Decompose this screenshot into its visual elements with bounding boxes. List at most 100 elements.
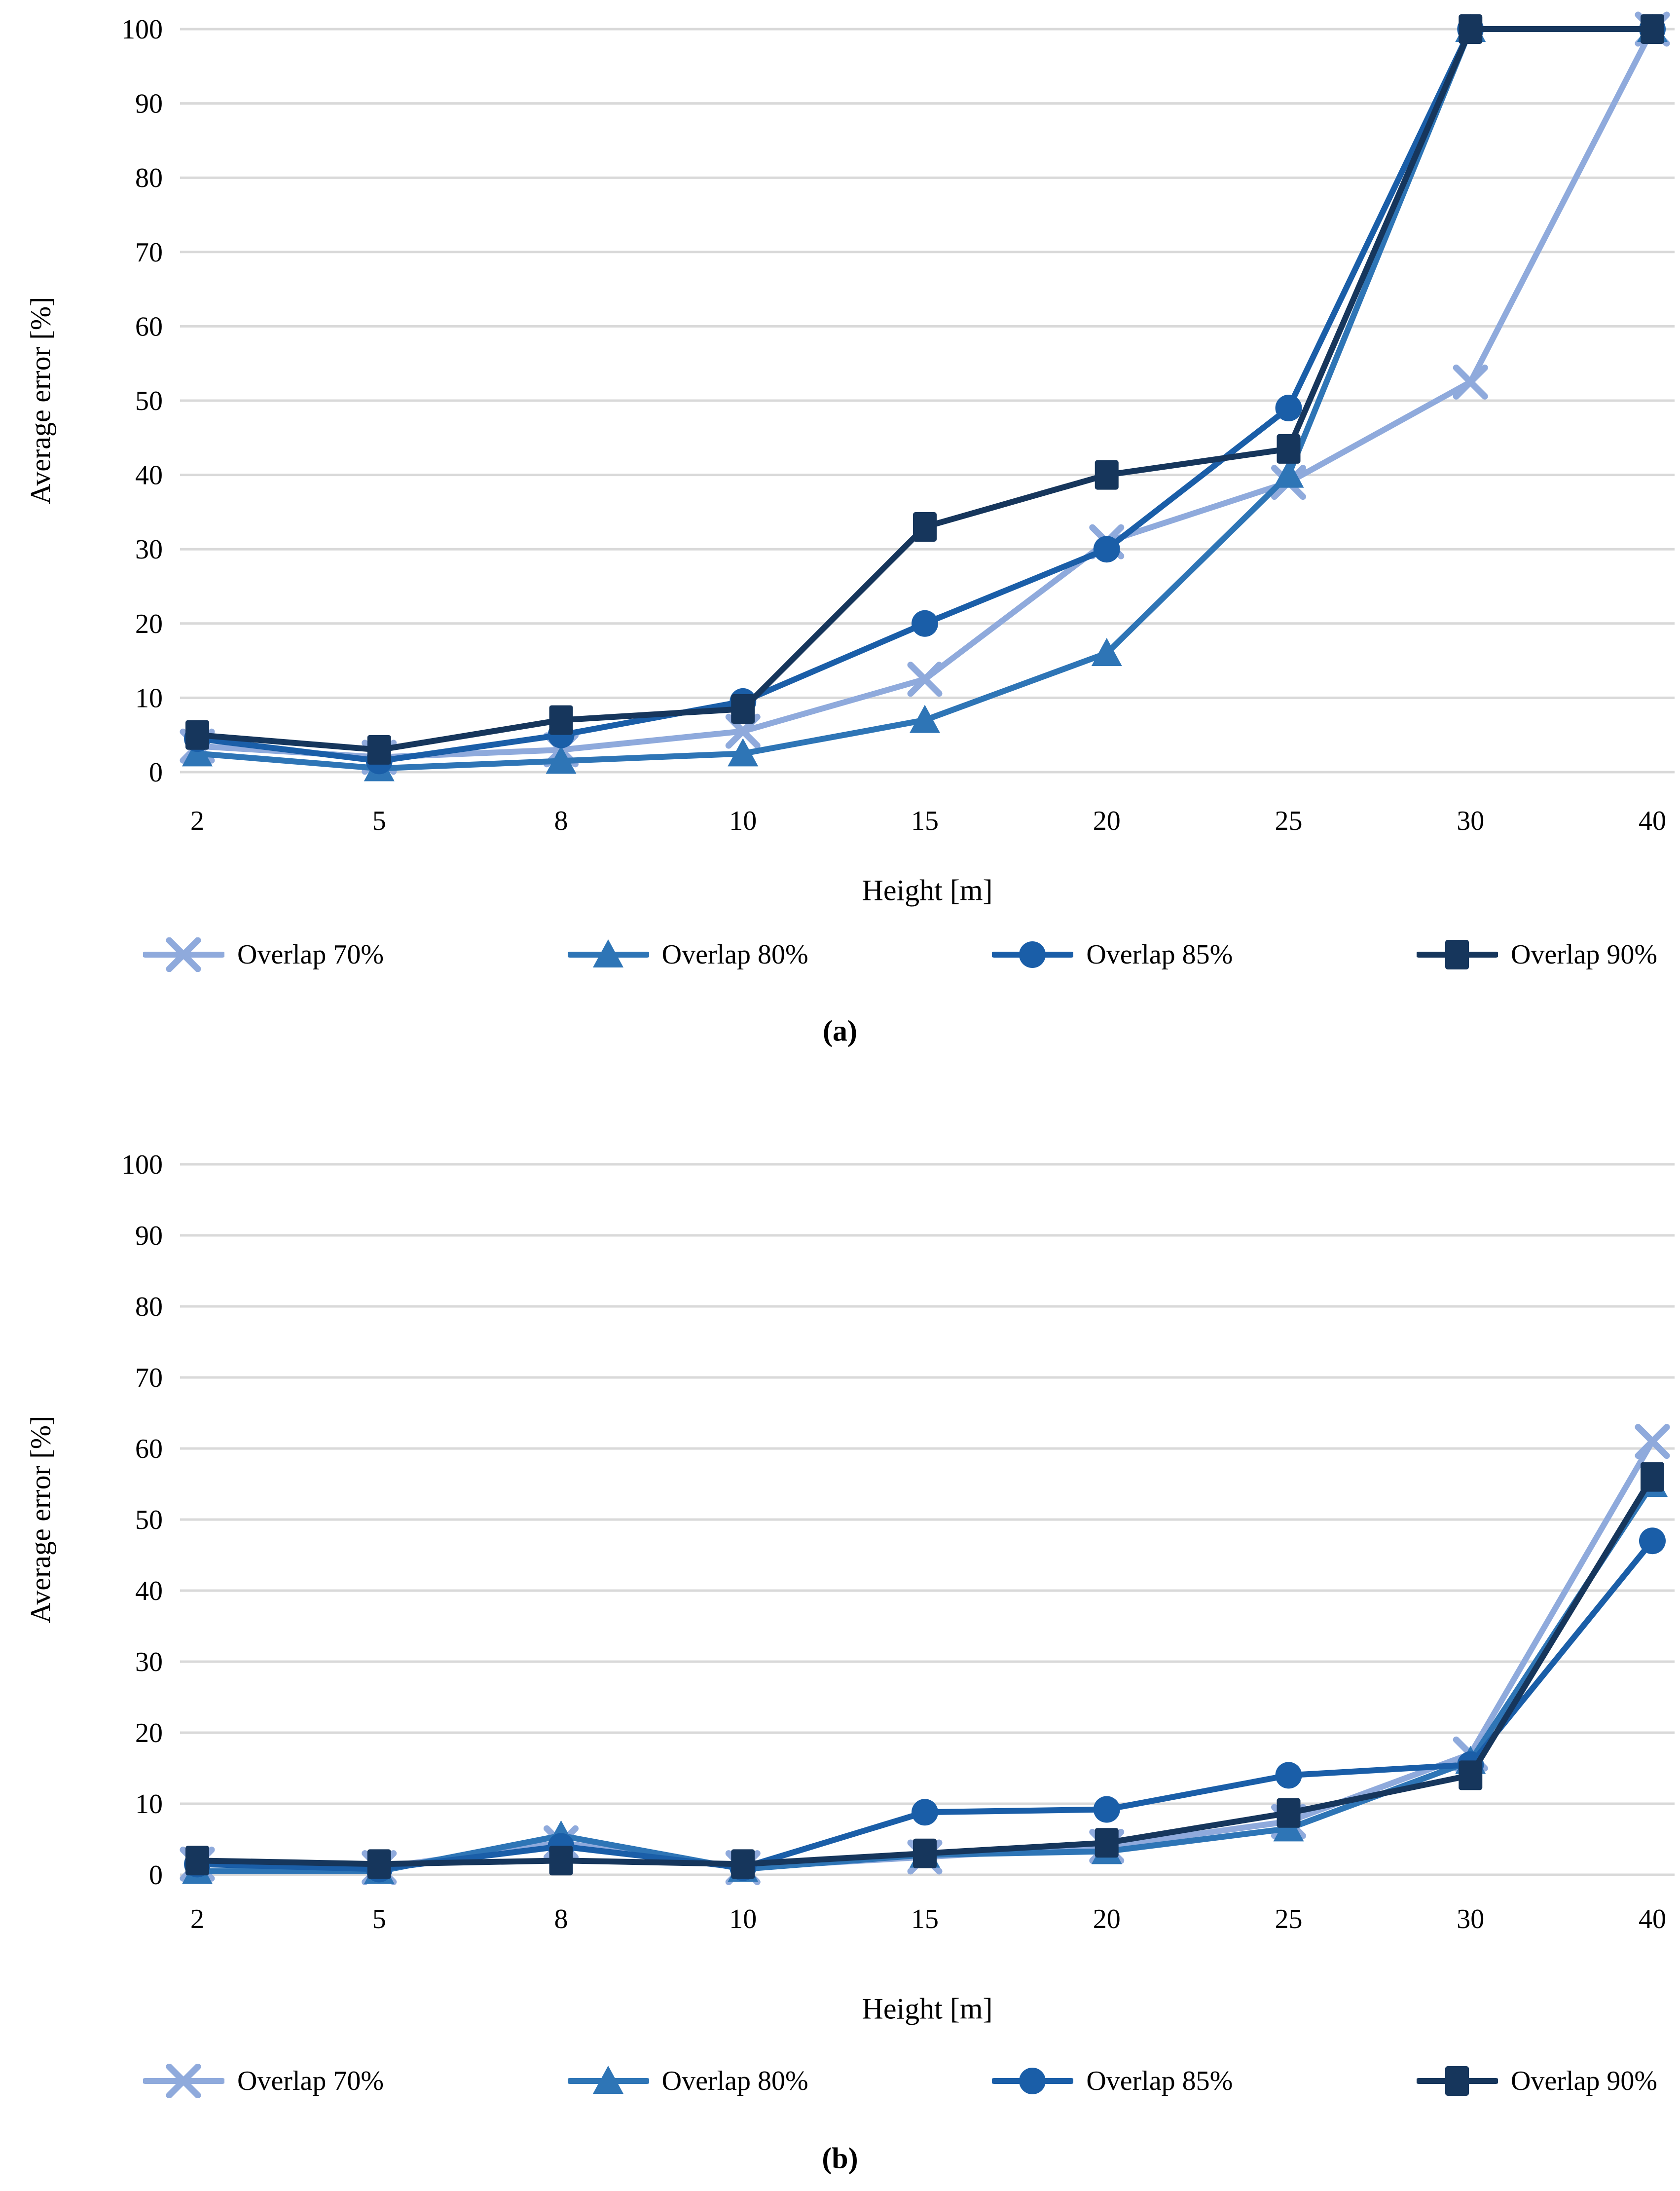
chart-b-y-axis-title: Average error [%] xyxy=(24,1415,57,1624)
chart-a-series-overlap-70- xyxy=(180,11,1670,775)
chart-a-x-tick-15: 15 xyxy=(911,806,939,836)
chart-a-legend: Overlap 70% Overlap 80% Overlap 85% Overlap… xyxy=(143,928,1657,982)
chart-b-x-tick-30: 30 xyxy=(1457,1904,1484,1934)
chart-b-series-overlap-85- xyxy=(184,1527,1666,1883)
chart-a-legend-label-overlap-70-: Overlap 70% xyxy=(237,939,384,970)
chart-b-legend-label-overlap-90-: Overlap 90% xyxy=(1510,2066,1657,2096)
chart-b-series-overlap-90- xyxy=(185,1462,1664,1879)
chart-a-x-tick-2: 2 xyxy=(190,806,204,836)
chart-b-y-tick-100: 100 xyxy=(121,1150,163,1180)
overlap-85--legend-marker-icon xyxy=(992,941,1074,968)
chart-b-legend-item-overlap-70-: Overlap 70% xyxy=(143,2064,384,2098)
chart-a-line-overlap-70- xyxy=(194,26,1655,760)
chart-a-point-overlap-70--x30 xyxy=(1453,364,1488,400)
chart-b-point-overlap-85--x40 xyxy=(1639,1527,1666,1555)
chart-a-point-overlap-90--x40 xyxy=(1641,14,1664,44)
chart-a-y-tick-60: 60 xyxy=(135,311,163,342)
overlap-85--legend-glyph xyxy=(1019,2068,1046,2094)
chart-b-x-tick-5: 5 xyxy=(372,1904,386,1934)
chart-b-x-tick-40: 40 xyxy=(1639,1904,1666,1934)
chart-a-point-overlap-85--x15 xyxy=(912,610,938,637)
chart-b-y-tick-40: 40 xyxy=(135,1576,163,1606)
chart-b-x-tick-8: 8 xyxy=(554,1904,568,1934)
chart-b-x-tick-25: 25 xyxy=(1275,1904,1303,1934)
chart-b-point-overlap-90--x2 xyxy=(185,1846,209,1876)
chart-a-y-tick-70: 70 xyxy=(135,237,163,268)
chart-a-line-overlap-85- xyxy=(194,26,1655,764)
chart-b-x-tick-2: 2 xyxy=(190,1904,204,1934)
chart-b-y-tick-70: 70 xyxy=(135,1363,163,1393)
chart-b-caption: (b) xyxy=(822,2142,858,2175)
chart-b-point-overlap-90--x40 xyxy=(1641,1462,1664,1492)
overlap-90--legend-glyph xyxy=(1445,940,1469,969)
chart-a-x-tick-20: 20 xyxy=(1093,806,1121,836)
chart-a-point-overlap-80--x15 xyxy=(910,705,940,733)
chart-a-legend-label-overlap-80-: Overlap 80% xyxy=(661,939,808,970)
chart-b-y-tick-30: 30 xyxy=(135,1647,163,1677)
chart-a-point-overlap-80--x2 xyxy=(182,738,213,767)
overlap-70--legend-glyph xyxy=(166,2064,201,2098)
chart-b-point-overlap-90--x10 xyxy=(731,1849,755,1879)
overlap-85--legend-marker-icon xyxy=(992,2068,1074,2094)
chart-b-gridlines xyxy=(180,1163,1675,1876)
chart-a-legend-item-overlap-90-: Overlap 90% xyxy=(1416,937,1657,972)
chart-a-legend-item-overlap-80-: Overlap 80% xyxy=(567,937,808,972)
overlap-90--legend-marker-icon xyxy=(1416,2066,1498,2096)
chart-b-point-overlap-90--x15 xyxy=(913,1838,937,1868)
chart-b-point-overlap-90--x8 xyxy=(549,1846,573,1876)
overlap-80--legend-glyph xyxy=(592,939,623,967)
chart-b-point-overlap-90--x5 xyxy=(367,1849,391,1879)
chart-a-point-overlap-90--x25 xyxy=(1277,434,1301,464)
chart-a-line-overlap-90- xyxy=(194,26,1655,753)
chart-a-point-overlap-80--x10 xyxy=(728,738,759,767)
chart-a-x-tick-30: 30 xyxy=(1457,806,1484,836)
chart-a-point-overlap-80--x20 xyxy=(1091,638,1122,667)
chart-a-legend-label-overlap-85-: Overlap 85% xyxy=(1086,939,1233,970)
chart-a-x-tick-25: 25 xyxy=(1275,806,1303,836)
chart-b-y-tick-20: 20 xyxy=(135,1718,163,1748)
chart-a-y-tick-20: 20 xyxy=(135,609,163,639)
chart-a-y-tick-30: 30 xyxy=(135,534,163,565)
chart-a-x-tick-5: 5 xyxy=(372,806,386,836)
chart-a-x-tick-labels: 2 5 8 10 15 20 25 30 40 xyxy=(190,806,1666,836)
overlap-85--legend-glyph xyxy=(1019,941,1046,968)
chart-b-y-tick-10: 10 xyxy=(135,1789,163,1820)
chart-b-point-overlap-85--x20 xyxy=(1093,1796,1120,1823)
overlap-70--legend-marker-icon xyxy=(143,2064,224,2098)
overlap-80--legend-marker-icon xyxy=(567,2066,649,2094)
chart-a-x-axis-title: Height [m] xyxy=(862,874,993,907)
overlap-80--legend-glyph xyxy=(592,2066,623,2094)
chart-a-point-overlap-80--x25 xyxy=(1273,459,1304,488)
overlap-90--legend-glyph xyxy=(1445,2066,1469,2096)
chart-a-y-tick-90: 90 xyxy=(135,89,163,119)
chart-b-point-overlap-70--x40 xyxy=(1635,1424,1670,1459)
chart-b-point-overlap-90--x30 xyxy=(1459,1760,1483,1790)
chart-a-point-overlap-80--x8 xyxy=(546,745,577,774)
chart-b-x-tick-10: 10 xyxy=(729,1904,757,1934)
chart-a-point-overlap-70--x15 xyxy=(907,662,943,697)
overlap-90--legend-marker-icon xyxy=(1416,940,1498,969)
chart-a-point-overlap-90--x2 xyxy=(185,720,209,750)
overlap-80--legend-marker-icon xyxy=(567,939,649,967)
chart-a-point-overlap-90--x8 xyxy=(549,705,573,735)
chart-b-legend: Overlap 70% Overlap 80% Overlap 85% Overlap… xyxy=(143,2054,1657,2108)
overlap-70--legend-marker-icon xyxy=(143,937,224,972)
chart-a-y-tick-50: 50 xyxy=(135,386,163,416)
overlap-70--legend-glyph xyxy=(166,937,201,972)
chart-a-point-overlap-90--x30 xyxy=(1459,14,1483,44)
chart-b-legend-label-overlap-80-: Overlap 80% xyxy=(661,2066,808,2096)
chart-b-legend-label-overlap-85-: Overlap 85% xyxy=(1086,2066,1233,2096)
chart-a-x-tick-40: 40 xyxy=(1639,806,1666,836)
chart-b-y-tick-60: 60 xyxy=(135,1434,163,1464)
chart-a-gridlines xyxy=(180,28,1675,774)
chart-a-point-overlap-90--x20 xyxy=(1095,460,1119,490)
chart-b-x-tick-labels: 2 5 8 10 15 20 25 30 40 xyxy=(190,1904,1666,1934)
chart-b-point-overlap-90--x20 xyxy=(1095,1828,1119,1858)
chart-a-point-overlap-85--x20 xyxy=(1093,536,1120,563)
chart-b-y-tick-0: 0 xyxy=(149,1860,163,1891)
chart-a-series-overlap-90- xyxy=(185,14,1664,765)
chart-a-point-overlap-90--x10 xyxy=(731,694,755,724)
chart-a-x-tick-10: 10 xyxy=(729,806,757,836)
chart-a-y-tick-40: 40 xyxy=(135,460,163,491)
